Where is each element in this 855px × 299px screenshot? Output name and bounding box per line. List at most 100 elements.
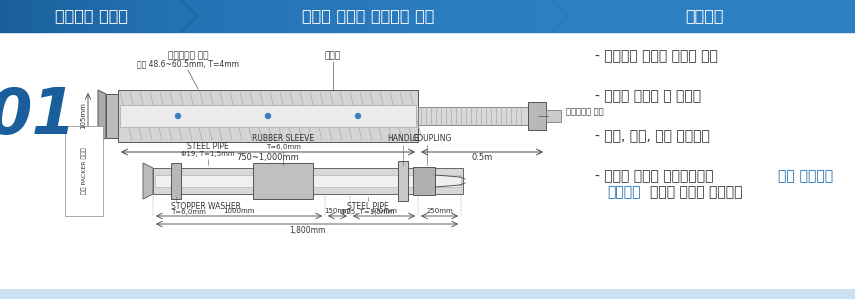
Bar — [496, 0, 497, 32]
Bar — [380, 0, 381, 32]
Bar — [398, 0, 399, 32]
Bar — [119, 0, 120, 32]
Bar — [382, 0, 383, 32]
Bar — [627, 0, 628, 32]
Bar — [791, 0, 792, 32]
Bar — [564, 0, 565, 32]
Bar — [187, 0, 188, 32]
Bar — [750, 0, 751, 32]
Bar — [653, 0, 654, 32]
Bar — [235, 0, 236, 32]
Text: - 붕괴이력 등으로 이완된 지반: - 붕괴이력 등으로 이완된 지반 — [595, 49, 718, 63]
Bar — [14, 0, 15, 32]
Bar — [137, 0, 138, 32]
Bar — [69, 0, 70, 32]
Bar — [661, 0, 662, 32]
Bar — [76, 0, 77, 32]
Bar — [181, 0, 182, 32]
Bar — [304, 0, 305, 32]
Bar — [53, 0, 54, 32]
Bar — [99, 0, 100, 32]
Bar — [330, 0, 331, 32]
Bar — [124, 0, 125, 32]
Bar — [752, 0, 753, 32]
Bar — [532, 0, 533, 32]
Bar — [493, 0, 494, 32]
Bar — [409, 0, 410, 32]
Bar — [813, 0, 814, 32]
Bar — [163, 0, 164, 32]
Bar — [175, 0, 176, 32]
Bar — [721, 0, 722, 32]
Bar — [795, 0, 796, 32]
Bar — [404, 0, 405, 32]
Bar — [648, 0, 649, 32]
Bar — [372, 0, 373, 32]
Bar — [581, 0, 582, 32]
Bar — [282, 0, 283, 32]
Bar — [854, 0, 855, 32]
Bar — [294, 0, 295, 32]
Bar — [666, 0, 667, 32]
Bar — [545, 0, 546, 32]
Bar — [802, 0, 803, 32]
Circle shape — [266, 114, 270, 118]
Bar — [550, 0, 551, 32]
Bar — [698, 0, 699, 32]
Bar — [346, 0, 347, 32]
Bar — [200, 0, 201, 32]
Bar — [126, 0, 127, 32]
Text: 기대효과: 기대효과 — [685, 8, 723, 24]
Bar — [573, 0, 574, 32]
Bar — [555, 0, 556, 32]
Bar — [846, 0, 847, 32]
Bar — [166, 0, 167, 32]
Text: 150mm: 150mm — [324, 208, 351, 214]
Bar — [737, 0, 738, 32]
Bar — [55, 0, 56, 32]
Bar — [779, 0, 780, 32]
Text: RUBBER SLEEVE: RUBBER SLEEVE — [252, 134, 314, 143]
Bar — [144, 0, 145, 32]
Bar — [777, 0, 778, 32]
Bar — [822, 0, 823, 32]
Bar — [333, 0, 334, 32]
Bar — [673, 0, 674, 32]
Bar — [251, 0, 252, 32]
Bar — [577, 0, 578, 32]
Bar — [75, 0, 76, 32]
Bar — [546, 110, 561, 122]
Bar — [454, 0, 455, 32]
Polygon shape — [98, 90, 106, 142]
Bar — [19, 0, 20, 32]
Bar — [128, 0, 129, 32]
Bar — [86, 0, 87, 32]
Bar — [508, 0, 509, 32]
Bar — [656, 0, 657, 32]
Bar — [669, 0, 670, 32]
Bar — [646, 0, 647, 32]
Bar — [81, 0, 82, 32]
Bar — [562, 0, 563, 32]
Bar — [37, 0, 38, 32]
Bar — [842, 0, 843, 32]
Bar — [214, 0, 215, 32]
Bar — [297, 0, 298, 32]
Bar — [551, 0, 552, 32]
Bar — [709, 0, 710, 32]
Bar — [273, 0, 274, 32]
Bar — [850, 0, 851, 32]
Bar — [348, 0, 349, 32]
Bar — [5, 0, 6, 32]
Bar — [300, 0, 301, 32]
Bar — [479, 0, 480, 32]
Bar — [733, 0, 734, 32]
Bar — [213, 0, 214, 32]
Text: 패커를 이용한 압력주입 장치: 패커를 이용한 압력주입 장치 — [303, 8, 434, 24]
Text: 01: 01 — [0, 85, 76, 147]
Bar — [185, 0, 186, 32]
Bar — [793, 0, 794, 32]
Bar — [649, 0, 650, 32]
Bar — [252, 0, 253, 32]
Bar — [568, 0, 569, 32]
